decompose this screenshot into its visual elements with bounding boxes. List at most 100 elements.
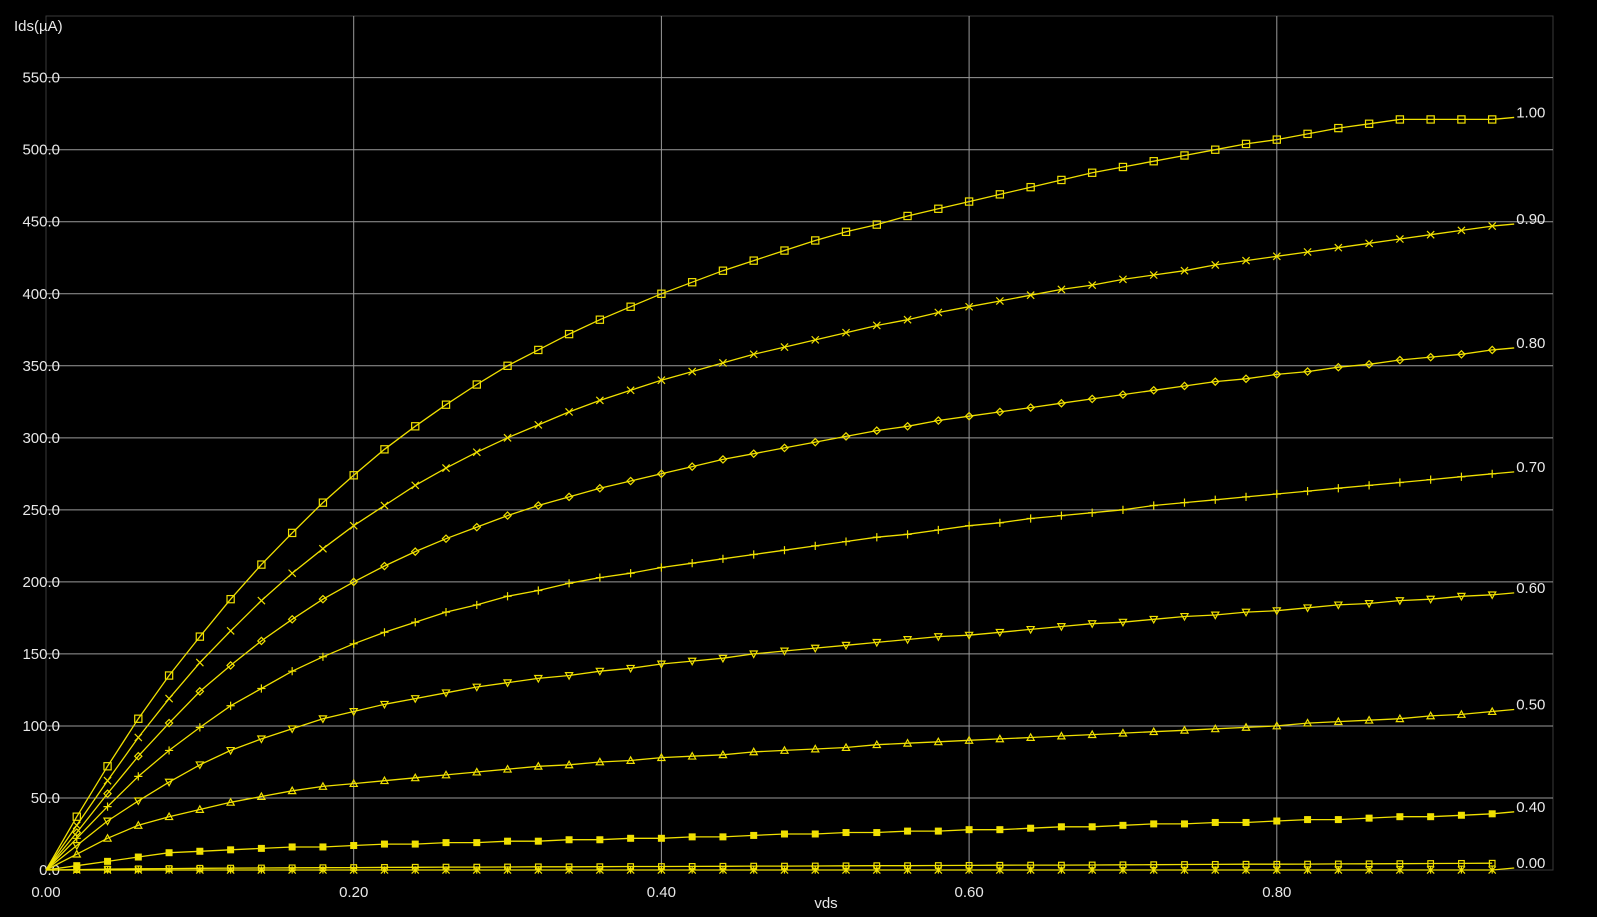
series-line: [45, 813, 1493, 871]
square-marker: [995, 190, 1005, 199]
filled-square-marker: [904, 827, 912, 835]
asterisk-marker: [226, 865, 235, 875]
triangle-up-marker: [810, 744, 820, 753]
series-end-label: 0.90: [1516, 211, 1545, 228]
diamond-marker: [1056, 398, 1066, 408]
asterisk-marker: [165, 865, 174, 875]
plus-marker: [1211, 495, 1220, 504]
diamond-marker: [933, 416, 943, 425]
diamond-marker: [441, 534, 451, 544]
y-tick-label: 550.0: [22, 70, 60, 87]
square-marker: [103, 762, 112, 771]
triangle-up-marker: [1487, 706, 1497, 716]
filled-square-marker: [1365, 814, 1373, 822]
plus-marker: [257, 684, 266, 693]
x-marker: [1365, 239, 1374, 248]
diamond-marker: [472, 522, 482, 532]
triangle-up-marker: [1210, 723, 1220, 733]
series-label-leader: [1492, 223, 1515, 227]
end-labels: 1.00 0.90 0.80 0.70 0.60 0.50 0.40 0.00: [1516, 104, 1545, 872]
diamond-marker: [1087, 394, 1097, 404]
diamond-marker: [626, 476, 636, 486]
diamond-marker: [133, 751, 143, 761]
square-marker: [318, 498, 328, 507]
triangle-up-marker: [933, 736, 943, 746]
diamond-marker: [287, 614, 297, 624]
plus-marker: [749, 550, 758, 559]
y-tick-label: 350.0: [22, 358, 60, 375]
square-marker: [964, 197, 974, 206]
asterisk-marker: [503, 865, 512, 875]
plus-marker: [164, 746, 174, 755]
asterisk-marker: [626, 865, 635, 875]
curves: [45, 116, 1515, 871]
triangle-up-marker: [133, 820, 143, 829]
plus-marker: [1180, 498, 1189, 507]
square-marker: [1057, 175, 1066, 185]
plus-marker: [288, 667, 297, 676]
asterisk-marker: [534, 865, 543, 875]
triangle-down-marker: [1056, 623, 1067, 632]
triangle-up-marker: [349, 778, 359, 788]
asterisk-marker: [1180, 865, 1189, 875]
plus-marker: [1457, 472, 1466, 481]
filled-square-marker: [534, 837, 542, 845]
triangle-down-marker: [964, 631, 974, 641]
square-marker: [1427, 860, 1435, 867]
square-marker: [1026, 182, 1035, 192]
square-marker: [1395, 115, 1405, 124]
filled-square-marker: [996, 826, 1004, 834]
series-line: [45, 594, 1493, 871]
asterisk-marker: [1426, 865, 1435, 875]
series-end-label: 1.00: [1516, 104, 1545, 121]
diamond-marker: [841, 431, 851, 441]
filled-square-marker: [350, 842, 358, 850]
asterisk-marker: [1026, 865, 1035, 875]
square-marker: [718, 266, 728, 275]
square-marker: [72, 812, 81, 821]
triangle-down-marker: [1241, 608, 1251, 617]
series-line: [45, 710, 1493, 871]
y-tick-label: 150.0: [22, 646, 60, 663]
square-marker: [872, 220, 881, 229]
filled-square-marker: [411, 840, 419, 848]
diamond-marker: [872, 426, 882, 436]
x-marker: [965, 302, 974, 311]
triangle-up-marker: [1456, 709, 1467, 718]
plus-marker: [72, 834, 81, 843]
filled-square-marker: [842, 829, 850, 837]
asterisk-marker: [1272, 865, 1281, 875]
square-marker: [472, 380, 481, 389]
square-marker: [1118, 162, 1128, 172]
triangle-down-marker: [595, 667, 605, 677]
triangle-up-marker: [595, 757, 605, 766]
asterisk-marker: [995, 865, 1004, 875]
asterisk-marker: [780, 865, 789, 875]
plus-marker: [349, 639, 358, 648]
diamond-marker: [810, 437, 820, 447]
x-marker: [226, 626, 235, 635]
square-marker: [1334, 123, 1343, 133]
filled-square-marker: [627, 834, 635, 842]
triangle-up-marker: [1087, 729, 1097, 739]
triangle-up-marker: [195, 804, 205, 813]
plus-marker: [903, 530, 912, 539]
x-tick-label: 0.60: [954, 884, 983, 901]
triangle-down-marker: [349, 708, 359, 717]
diamond-marker: [780, 443, 789, 453]
asterisk-marker: [688, 865, 697, 875]
triangle-up-marker: [379, 775, 390, 785]
triangle-up-marker: [687, 751, 697, 760]
diamond-marker: [1303, 367, 1313, 377]
filled-square-marker: [1211, 818, 1219, 826]
plus-marker: [934, 525, 943, 535]
diamond-marker: [1180, 381, 1189, 391]
square-marker: [164, 671, 174, 680]
triangle-down-marker: [533, 674, 543, 684]
series-line: [45, 349, 1493, 871]
asterisk-marker: [349, 865, 358, 875]
series-line: [45, 118, 1493, 871]
triangle-up-marker: [564, 760, 574, 769]
plus-marker: [380, 628, 389, 637]
asterisk-marker: [749, 865, 758, 875]
